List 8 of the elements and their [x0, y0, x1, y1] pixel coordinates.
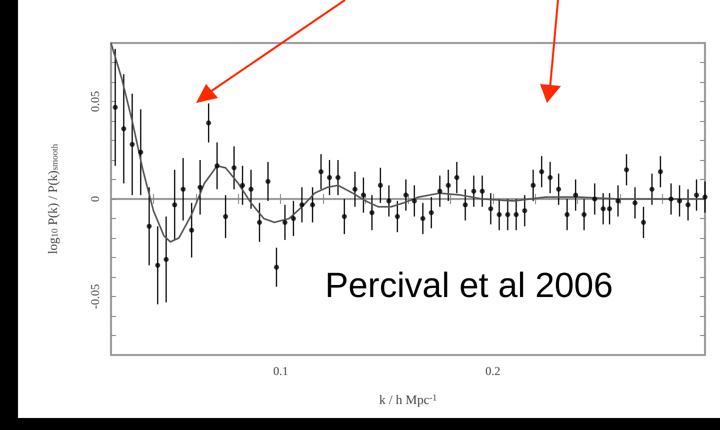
x-tick-label: 0.1	[273, 364, 288, 378]
y-tick-label: 0	[88, 196, 102, 202]
y-tick-label: -0.05	[88, 284, 102, 309]
line-series	[110, 42, 706, 243]
annotation: Percival et al 2006	[325, 266, 613, 305]
x-tick-label: 0.2	[485, 364, 500, 378]
y-axis-title: log10 P(k) / P(k)smooth	[45, 143, 60, 254]
y-tick-label: 0.05	[88, 91, 102, 112]
